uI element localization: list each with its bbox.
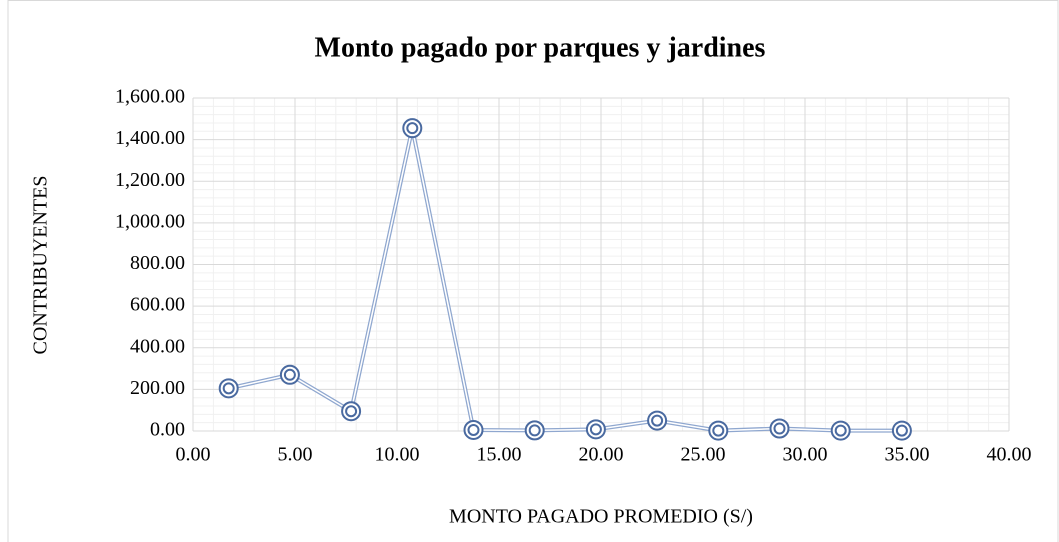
x-tick-label: 25.00: [681, 444, 726, 466]
marker-inner: [283, 368, 296, 381]
marker-inner: [651, 414, 664, 427]
x-tick-label: 30.00: [783, 444, 828, 466]
x-tick-label: 35.00: [885, 444, 930, 466]
marker-inner: [712, 424, 725, 437]
marker-inner: [895, 424, 908, 437]
y-tick-label: 1,600.00: [115, 86, 185, 108]
marker-inner: [467, 423, 480, 436]
y-tick-label: 200.00: [130, 377, 185, 399]
plot: [218, 118, 912, 441]
chart-border: [7, 0, 1059, 542]
y-tick-label: 1,400.00: [115, 127, 185, 149]
marker-inner: [589, 423, 602, 436]
y-tick-label: 800.00: [130, 252, 185, 274]
x-axis-label: MONTO PAGADO PROMEDIO (S/): [449, 506, 753, 528]
y-axis-label: CONTRIBUYENTES: [30, 176, 52, 355]
marker-inner: [834, 424, 847, 437]
x-tick-label: 40.00: [987, 444, 1032, 466]
y-tick-label: 0.00: [150, 419, 185, 441]
y-tick-label: 1,200.00: [115, 169, 185, 191]
chart-title: Monto pagado por parques y jardines: [315, 32, 766, 63]
y-tick-label: 600.00: [130, 294, 185, 316]
marker-inner: [773, 422, 786, 435]
x-tick-label: 20.00: [579, 444, 624, 466]
marker-inner: [406, 122, 419, 135]
series-line-inner: [228, 128, 902, 432]
x-tick-label: 10.00: [375, 444, 420, 466]
grid: [192, 97, 1010, 432]
x-tick-label: 0.00: [176, 444, 211, 466]
marker-inner: [528, 424, 541, 437]
x-tick-label: 15.00: [477, 444, 522, 466]
y-tick-label: 1,000.00: [115, 210, 185, 232]
x-tick-label: 5.00: [278, 444, 313, 466]
marker-inner: [345, 405, 358, 418]
marker-inner: [222, 382, 235, 395]
y-tick-label: 400.00: [130, 335, 185, 357]
